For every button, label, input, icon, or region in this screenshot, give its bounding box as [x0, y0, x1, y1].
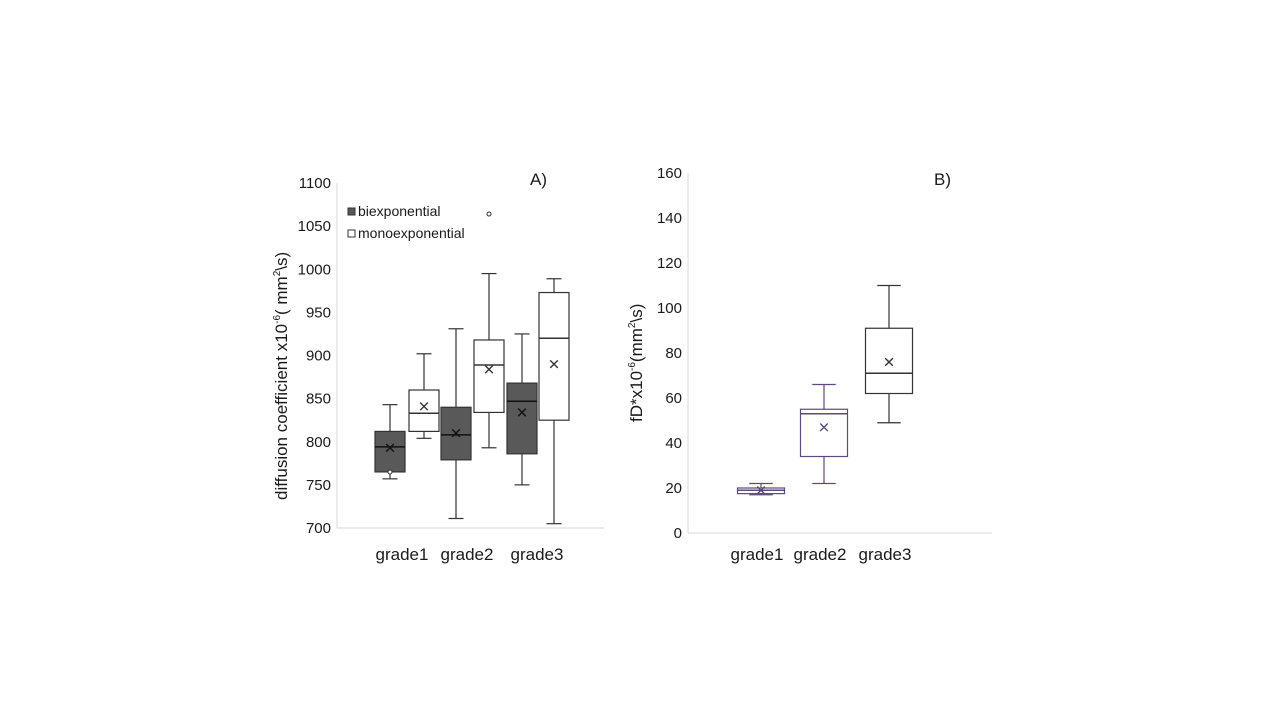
chart-a-monoexponential-grade3-mean-marker — [549, 359, 559, 369]
chart-a-y-tick-label: 750 — [306, 477, 331, 494]
chart-a-biexponential-grade2-mean-marker — [451, 428, 461, 438]
chart-b-grade2-box — [799, 408, 849, 458]
chart-a-monoexponential-grade1-box — [408, 389, 440, 433]
chart-b-y-tick-label: 0 — [674, 525, 682, 542]
chart-a-y-tick-label: 950 — [306, 304, 331, 321]
chart-a-biexponential-grade3-mean-marker — [517, 408, 527, 417]
chart-a-y-tick-label: 1000 — [298, 261, 331, 278]
chart-a-biexponential-grade1-box — [374, 430, 406, 473]
chart-b-y-tick-label: 100 — [657, 300, 682, 317]
chart-a-monoexponential-grade1-mean-marker — [419, 402, 429, 411]
chart-a-y-axis-label: diffusion coefficient x10-6( mm2\s) — [272, 252, 291, 500]
chart-b-y-tick-label: 120 — [657, 255, 682, 272]
chart-a-y-tick-label: 900 — [306, 348, 331, 365]
chart-b-x-category-label: grade1 — [731, 545, 784, 564]
chart-b-y-tick-label: 20 — [665, 480, 682, 497]
legend-swatch-biexponential — [347, 207, 356, 216]
chart-b-y-axis-label: fD*x10-6(mm2\s) — [627, 304, 646, 422]
legend-swatch-monoexponential — [347, 229, 356, 238]
chart-b-grade3-box — [864, 327, 914, 395]
chart-a-y-tick-label: 1050 — [298, 218, 331, 235]
chart-a-y-tick-label: 800 — [306, 434, 331, 451]
chart-a-x-category-label: grade1 — [376, 545, 429, 564]
chart-a-y-tick-label: 700 — [306, 520, 331, 537]
chart-a-biexponential-grade1-mean-marker — [385, 443, 395, 453]
chart-b-x-category-label: grade2 — [794, 545, 847, 564]
chart-a-monoexponential-grade3-box — [538, 291, 570, 421]
chart-b: B) fD*x10-6(mm2\s) 0 20 40 60 80 100 120 140 160… — [627, 165, 992, 564]
chart-b-y-tick-label: 60 — [665, 390, 682, 407]
chart-a-biexponential-grade3-box — [506, 382, 538, 455]
chart-b-axes: 0 20 40 60 80 100 120 140 160 grade1 grade2 grade3 — [657, 165, 992, 564]
chart-b-grade3-mean-marker — [884, 357, 894, 367]
chart-a-y-tick-label: 1100 — [299, 175, 331, 192]
chart-b-boxes — [736, 284, 914, 496]
chart-a-legend: biexponential monoexponential — [347, 203, 465, 241]
chart-b-panel-label: B) — [934, 170, 951, 189]
legend-label-biexponential: biexponential — [358, 203, 441, 219]
chart-a-y-tick-label: 850 — [306, 391, 331, 408]
chart-b-y-tick-label: 140 — [657, 210, 682, 227]
chart-a-monoexponential-grade2-outlier-0 — [486, 211, 492, 217]
chart-a-boxes — [374, 211, 570, 525]
chart-b-grade1-mean-marker — [756, 485, 766, 495]
chart-a-monoexponential-grade2-mean-marker — [484, 365, 494, 374]
chart-a-biexponential-grade1-outlier-0 — [387, 469, 393, 475]
chart-a-x-category-label: grade2 — [441, 545, 494, 564]
chart-a-axes: 700 750 800 850 900 950 1000 1050 1100 grade1 grad… — [298, 175, 604, 564]
chart-a-x-category-label: grade3 — [511, 545, 564, 564]
chart-a-monoexponential-grade2-box — [473, 339, 505, 414]
chart-b-grade2-mean-marker — [819, 422, 829, 432]
chart-b-y-tick-label: 40 — [665, 435, 682, 452]
chart-a: A) diffusion coefficient x10-6( mm2\s) 7… — [272, 170, 604, 564]
chart-a-panel-label: A) — [530, 170, 547, 189]
chart-b-y-tick-label: 160 — [657, 165, 682, 182]
legend-label-monoexponential: monoexponential — [358, 225, 465, 241]
chart-b-x-category-label: grade3 — [859, 545, 912, 564]
chart-b-y-tick-label: 80 — [665, 345, 682, 362]
